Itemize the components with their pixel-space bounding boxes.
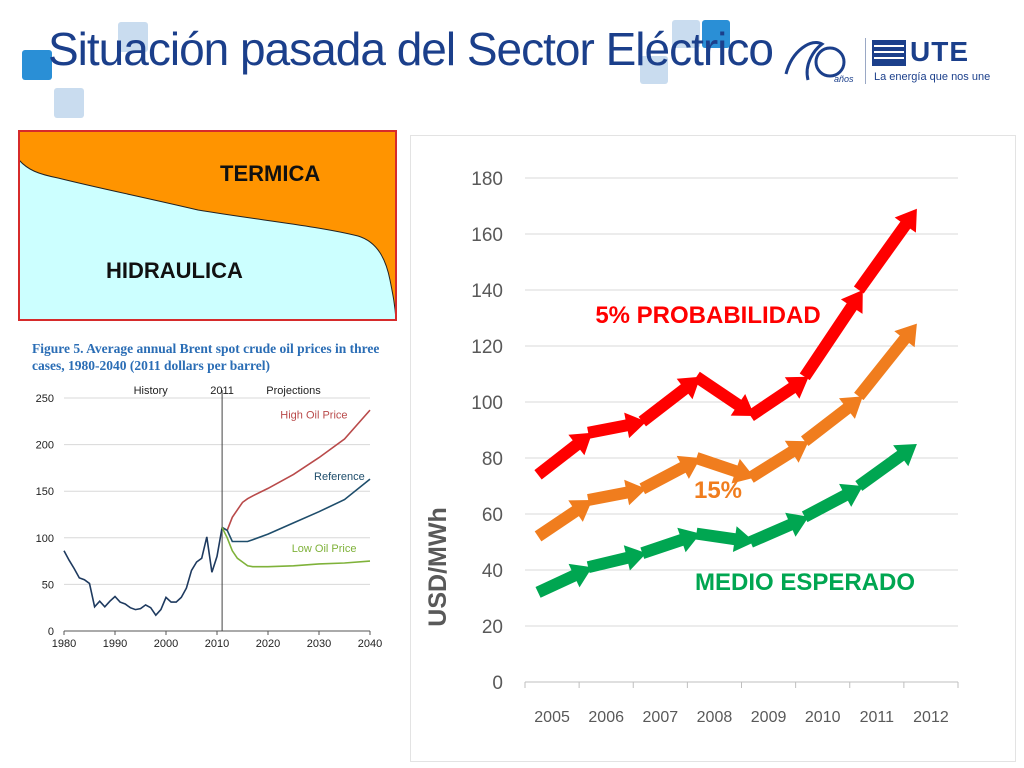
y-tick-label: 120 xyxy=(471,337,503,358)
anniversary-logo-icon: años xyxy=(784,41,854,84)
decor-square-blue xyxy=(702,20,730,48)
oil-x-tick-label: 2030 xyxy=(307,638,331,650)
series-15--segment xyxy=(587,479,647,506)
oil-series-reference xyxy=(221,478,371,543)
series-15--segment xyxy=(694,452,755,484)
hidraulica-area xyxy=(19,160,396,320)
oil-y-tick-label: 250 xyxy=(36,393,54,405)
ute-emblem-icon xyxy=(872,40,906,66)
y-tick-label: 80 xyxy=(482,449,503,470)
series-15--segment xyxy=(534,500,593,542)
oil-price-chart: Figure 5. Average annual Brent spot crud… xyxy=(32,341,382,650)
series-5-probabilidad-segment xyxy=(638,376,701,427)
series-label: 5% PROBABILIDAD xyxy=(595,302,820,329)
oil-projections-label: Projections xyxy=(266,385,321,397)
oil-history-label: History xyxy=(134,385,169,397)
x-tick-label: 2011 xyxy=(860,709,895,726)
series-medio-esperado-segment xyxy=(855,444,917,491)
y-tick-label: 20 xyxy=(482,617,503,638)
oil-series-low-oil-price xyxy=(221,527,371,568)
series-5-probabilidad-segment xyxy=(799,290,863,381)
series-15--segment xyxy=(747,440,809,483)
oil-y-tick-label: 150 xyxy=(36,486,54,498)
ute-brand: UTE xyxy=(910,36,969,67)
decor-square-light xyxy=(54,88,84,118)
series-medio-esperado-segment xyxy=(640,527,701,559)
label-hidraulica: HIDRAULICA xyxy=(106,258,243,283)
oil-year-label: 2011 xyxy=(210,385,234,397)
label-termica: TERMICA xyxy=(220,161,320,186)
series-5-probabilidad-segment xyxy=(693,371,755,416)
series-label: 15% xyxy=(694,477,742,504)
oil-x-tick-label: 2040 xyxy=(358,638,382,650)
logo-years-text: años xyxy=(834,74,854,84)
series-5-probabilidad-segment xyxy=(853,208,917,294)
oil-series-label: Reference xyxy=(314,471,365,483)
logo-tagline: La energía que nos une xyxy=(874,71,991,83)
series-medio-esperado-segment xyxy=(586,545,647,573)
logo-separator xyxy=(865,38,866,84)
y-tick-label: 60 xyxy=(482,505,503,526)
series-medio-esperado-segment xyxy=(801,483,863,523)
series-5-probabilidad-segment xyxy=(747,376,809,421)
y-axis-label: USD/MWh xyxy=(424,507,452,626)
oil-series-high-oil-price xyxy=(221,409,371,532)
series-15--segment xyxy=(801,396,863,446)
oil-x-tick-label: 1990 xyxy=(103,638,127,650)
series-medio-esperado-segment xyxy=(695,526,755,552)
x-tick-label: 2007 xyxy=(643,709,679,726)
y-tick-label: 140 xyxy=(471,281,503,302)
oil-series-label: High Oil Price xyxy=(280,410,347,422)
series-5-probabilidad-segment xyxy=(587,412,647,439)
oil-x-tick-label: 2020 xyxy=(256,638,280,650)
generation-area-chart: TERMICA HIDRAULICA xyxy=(18,130,397,321)
decor-square-blue xyxy=(22,50,52,80)
x-tick-label: 2012 xyxy=(913,709,949,726)
oil-x-tick-label: 1980 xyxy=(52,638,76,650)
x-tick-label: 2006 xyxy=(588,709,624,726)
series-5-probabilidad-segment xyxy=(534,432,593,480)
y-tick-label: 0 xyxy=(492,673,503,694)
series-medio-esperado-segment xyxy=(535,563,593,598)
x-tick-label: 2008 xyxy=(697,709,733,726)
oil-chart-title: Figure 5. Average annual Brent spot crud… xyxy=(32,341,380,373)
y-tick-label: 40 xyxy=(482,561,503,582)
y-tick-label: 180 xyxy=(471,169,503,190)
oil-y-tick-label: 100 xyxy=(36,533,54,545)
oil-x-tick-label: 2000 xyxy=(154,638,178,650)
oil-x-tick-label: 2010 xyxy=(205,638,229,650)
series-15--segment xyxy=(639,455,701,495)
oil-y-tick-label: 200 xyxy=(36,440,54,452)
series-medio-esperado-segment xyxy=(748,512,809,548)
decor-square-light xyxy=(118,22,148,52)
decor-square-light xyxy=(640,56,668,84)
x-tick-label: 2010 xyxy=(805,709,841,726)
x-tick-label: 2005 xyxy=(534,709,570,726)
x-tick-label: 2009 xyxy=(751,709,787,726)
y-tick-label: 160 xyxy=(471,225,503,246)
series-label: MEDIO ESPERADO xyxy=(695,569,915,596)
y-tick-label: 100 xyxy=(471,393,503,414)
slide-title: Situación pasada del Sector Eléctrico xyxy=(48,23,774,75)
oil-y-tick-label: 0 xyxy=(48,626,54,638)
price-projection-chart: USD/MWh 0 20 40 60 80 100 120 140 160 180 2005 2006… xyxy=(424,169,959,726)
decor-square-light xyxy=(672,20,700,48)
duration-curve xyxy=(18,159,397,321)
series-15--segment xyxy=(854,323,917,401)
oil-series-history xyxy=(63,527,223,617)
oil-y-tick-label: 50 xyxy=(42,579,54,591)
oil-series-label: Low Oil Price xyxy=(292,543,357,555)
area-chart-border xyxy=(18,130,397,321)
